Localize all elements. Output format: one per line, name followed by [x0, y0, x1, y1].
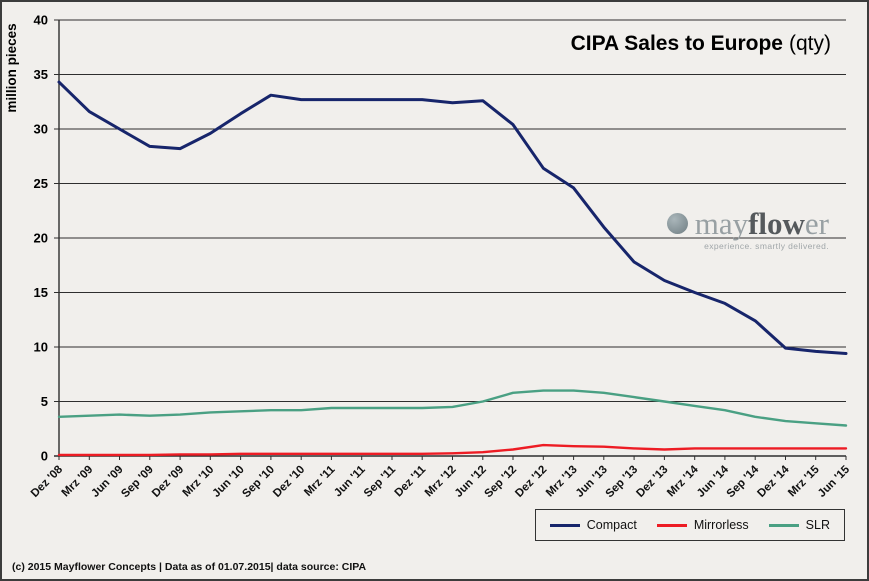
logo-circle-icon: [666, 213, 688, 234]
x-tick-label: Mrz '11: [302, 463, 338, 499]
logo-word-part2: flow: [748, 206, 805, 241]
x-tick-label: Mrz '10: [181, 464, 217, 500]
y-tick-label: 25: [34, 176, 48, 191]
legend-swatch-mirrorless: [656, 523, 687, 527]
chart-legend: Compact Mirrorless SLR: [534, 509, 845, 541]
x-tick-label: Dez '10: [271, 464, 307, 500]
x-tick-label: Jun '09: [89, 464, 125, 500]
x-tick-label: Dez '11: [393, 463, 429, 499]
x-tick-label: Sep '13: [604, 464, 641, 501]
x-tick-label: Sep '11: [362, 463, 399, 500]
x-tick-label: Mrz '09: [60, 464, 96, 500]
x-tick-label: Dez '14: [755, 463, 792, 500]
y-tick-label: 10: [34, 340, 48, 355]
y-tick-label: 0: [41, 449, 48, 464]
legend-swatch-compact: [549, 523, 580, 527]
x-tick-label: Sep '09: [119, 464, 156, 501]
x-tick-label: Sep '14: [725, 463, 762, 500]
series-line-mirrorless: [57, 443, 848, 457]
logo-word-part3: er: [804, 206, 829, 241]
y-tick-label: 40: [34, 13, 48, 28]
x-tick-label: Mrz '12: [423, 464, 459, 500]
legend-item-mirrorless: Mirrorless: [656, 518, 749, 532]
x-tick-label: Jun '15: [816, 463, 853, 500]
legend-swatch-slr: [768, 523, 799, 527]
y-tick-label: 30: [34, 122, 48, 137]
legend-item-compact: Compact: [549, 518, 637, 532]
series-line-slr: [57, 389, 848, 427]
y-tick-label: 20: [34, 231, 48, 246]
footer-credit: (c) 2015 Mayflower Concepts | Data as of…: [12, 561, 367, 573]
legend-item-slr: SLR: [768, 518, 830, 532]
legend-label-mirrorless: Mirrorless: [693, 518, 749, 532]
x-tick-label: Mrz '15: [786, 463, 822, 499]
x-tick-label: Sep '10: [240, 464, 277, 501]
x-tick-label: Jun '10: [211, 464, 247, 500]
x-tick-label: Sep '12: [482, 464, 519, 501]
chart-title: CIPA Sales to Europe (qty): [571, 32, 831, 56]
y-axis-title: million pieces: [4, 23, 19, 112]
y-tick-label: 35: [34, 67, 48, 82]
logo-tagline: experience. smartly delivered.: [704, 241, 829, 251]
x-tick-label: Dez '12: [513, 464, 549, 500]
logo-wordmark: mayflower: [695, 208, 829, 239]
y-tick-label: 15: [34, 285, 48, 300]
legend-label-compact: Compact: [586, 518, 637, 532]
mayflower-logo: mayflower experience. smartly delivered.: [666, 208, 829, 251]
chart-title-suffix: (qty): [789, 32, 831, 55]
x-tick-label: Dez '08: [29, 463, 66, 500]
x-tick-label: Mrz '13: [544, 464, 580, 500]
x-tick-label: Jun '13: [574, 464, 610, 500]
x-tick-label: Jun '11: [332, 463, 368, 499]
y-tick-label: 5: [41, 394, 48, 409]
x-tick-label: Jun '12: [453, 464, 489, 500]
logo-word-part1: may: [694, 206, 749, 241]
series-line-compact: [57, 80, 848, 355]
legend-label-slr: SLR: [805, 518, 830, 532]
x-tick-label: Dez '09: [150, 464, 186, 500]
x-tick-label: Dez '13: [634, 464, 670, 500]
x-tick-label: Mrz '14: [665, 463, 701, 499]
chart-title-main: CIPA Sales to Europe: [570, 32, 783, 55]
